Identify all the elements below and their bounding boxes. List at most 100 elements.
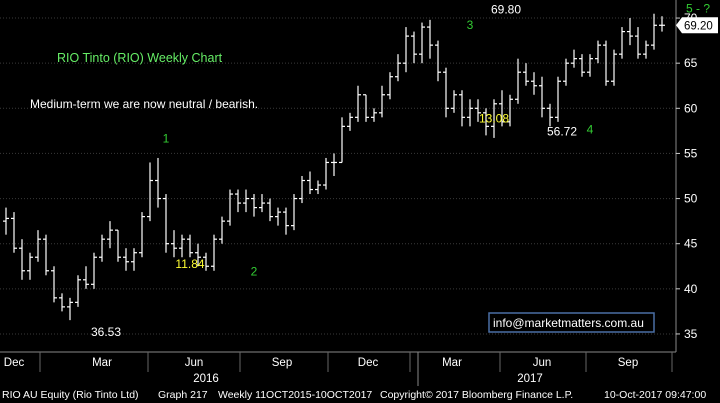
ohlc-bar (123, 248, 129, 271)
ohlc-bar (355, 85, 361, 122)
y-tick-label: 55 (684, 146, 698, 160)
ohlc-bar (643, 40, 649, 59)
ohlc-bar (299, 176, 305, 204)
contact-box (488, 312, 655, 333)
x-month-label: Sep (618, 357, 638, 369)
ohlc-bar (147, 162, 153, 222)
x-month-label: Jun (185, 357, 204, 369)
ohlc-bar (27, 252, 33, 280)
footer-ticker: RIO AU Equity (Rio Tinto Ltd) (2, 389, 139, 401)
x-month-label: Mar (92, 357, 112, 369)
annotation-price: 69.80 (491, 3, 521, 17)
ohlc-bar (75, 275, 81, 307)
ohlc-bar (251, 194, 257, 217)
ohlc-bar (3, 207, 9, 235)
ohlc-bar (539, 76, 545, 118)
ohlc-bar (371, 108, 377, 122)
ohlc-bar (467, 99, 473, 127)
ohlc-bar (379, 85, 385, 118)
ohlc-bar (531, 72, 537, 95)
annotation-wave: 5 - ? (686, 2, 710, 16)
ohlc-bar (195, 243, 201, 267)
ohlc-bar (451, 90, 457, 113)
ohlc-bar (67, 297, 73, 321)
ohlc-bar (203, 252, 209, 271)
ohlc-bar (419, 22, 425, 64)
ohlc-bar (19, 239, 25, 280)
ohlc-bar (651, 13, 657, 50)
ohlc-bar (579, 54, 585, 77)
ohlc-bar (235, 189, 241, 213)
ohlc-bar (179, 234, 185, 258)
ohlc-bar (59, 293, 65, 312)
x-month-label: Sep (272, 357, 292, 369)
y-tick-label: 45 (684, 237, 698, 251)
x-month-label: Dec (4, 357, 25, 369)
footer-timestamp: 10-Oct-2017 09:47:00 (604, 389, 707, 401)
ohlc-bar (107, 221, 113, 249)
ohlc-bar (283, 207, 289, 235)
ohlc-bar (155, 157, 161, 208)
y-tick-label: 60 (684, 101, 698, 115)
ohlc-bar (443, 67, 449, 118)
ohlc-bar (315, 180, 321, 195)
annotation-fib: 13.08 (479, 112, 509, 126)
ohlc-bar (515, 58, 521, 104)
ohlc-bar (267, 198, 273, 222)
ohlc-bar (187, 234, 193, 258)
ohlc-bar (91, 252, 97, 289)
ohlc-bar (523, 63, 529, 86)
ohlc-bar (563, 58, 569, 86)
ohlc-bar (571, 49, 577, 68)
ohlc-bar (459, 90, 465, 127)
footer-range: Weekly 11OCT2015-10OCT2017 (218, 389, 373, 401)
x-year-label: 2016 (193, 373, 219, 385)
footer-bar: RIO AU Equity (Rio Tinto Ltd) Graph 217 … (0, 387, 720, 403)
ohlc-bar (587, 54, 593, 77)
ohlc-bar (475, 99, 481, 122)
y-tick-label: 35 (684, 327, 698, 341)
annotation-price: 36.53 (91, 325, 121, 339)
ohlc-bar (403, 27, 409, 73)
ohlc-bar (307, 171, 313, 195)
contact-email[interactable]: info@marketmatters.com.au (493, 316, 644, 330)
annotation-fib: 11.84 (175, 257, 204, 271)
ohlc-bar (43, 234, 49, 276)
ohlc-bar (411, 31, 417, 64)
ohlc-bar (219, 216, 225, 244)
annotation-wave: 4 (587, 123, 594, 137)
ohlc-bar (555, 76, 561, 122)
ohlc-bar (547, 103, 553, 127)
y-tick-label: 40 (684, 282, 698, 296)
ohlc-bar (483, 108, 489, 136)
ohlc-bar (99, 234, 105, 262)
footer-graph: Graph 217 (158, 389, 208, 401)
ohlc-bar (323, 157, 329, 190)
ohlc-bar (83, 266, 89, 289)
annotation-wave: 1 (163, 132, 170, 146)
ohlc-bar (291, 194, 297, 231)
x-year-label: 2017 (517, 373, 543, 385)
ohlc-bar (11, 212, 17, 253)
ohlc-bar (635, 27, 641, 59)
last-price-marker: 69.20 (676, 17, 718, 34)
ohlc-bar (659, 16, 665, 32)
ohlc-bar (275, 207, 281, 226)
ohlc-bar (347, 112, 353, 131)
ohlc-bar (115, 229, 121, 262)
ohlc-bar (395, 54, 401, 82)
ohlc-bar (603, 40, 609, 86)
x-month-label: Jun (533, 357, 552, 369)
chart-subtitle: Medium-term we are now neutral / bearish… (30, 97, 258, 111)
ohlc-bar (227, 189, 233, 226)
ohlc-bars (3, 13, 665, 321)
x-axis: Dec Mar Jun Sep Dec Mar Jun Sep 2016 2017 (0, 351, 676, 386)
ohlc-bar (427, 19, 433, 59)
ohlc-bar (491, 99, 497, 138)
ohlc-bar (211, 234, 217, 271)
y-tick-label: 65 (684, 56, 698, 70)
ohlc-bar (499, 90, 505, 127)
ohlc-bar (131, 248, 137, 271)
